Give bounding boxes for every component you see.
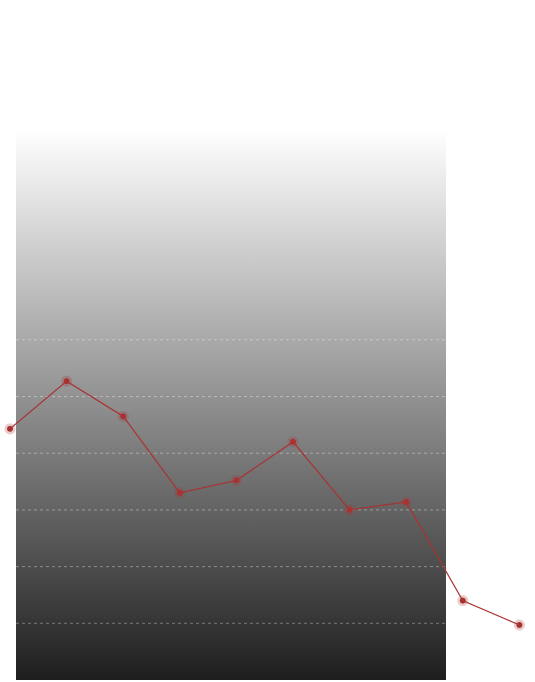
point (290, 438, 296, 445)
point (233, 477, 240, 484)
point (516, 622, 523, 628)
plot-area (16, 130, 446, 680)
series-line (9, 380, 520, 626)
point (403, 498, 410, 505)
point (63, 378, 70, 385)
point (7, 425, 13, 432)
point (459, 597, 466, 604)
point (176, 489, 183, 496)
point (120, 413, 127, 420)
point (346, 506, 353, 513)
